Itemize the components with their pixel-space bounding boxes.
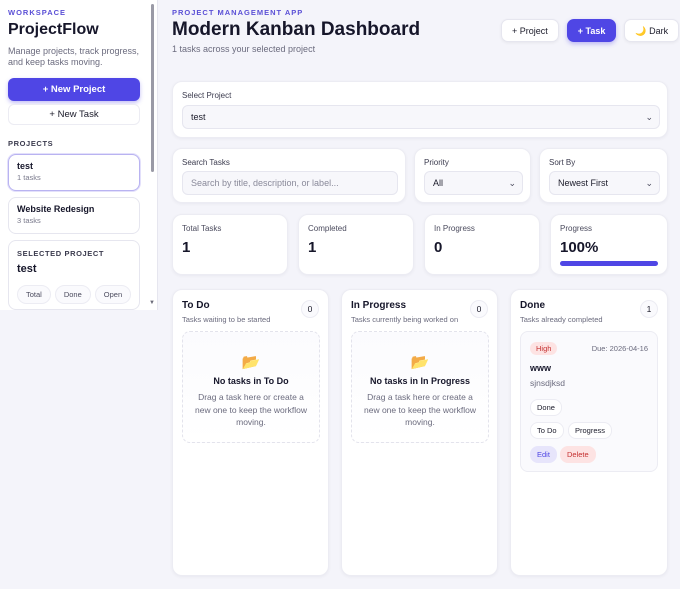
chevron-down-icon: ⌄ <box>645 112 653 122</box>
add-project-button[interactable]: + Project <box>501 19 559 42</box>
search-label: Search Tasks <box>182 158 230 167</box>
priority-select-value: All <box>433 178 444 188</box>
chevron-down-icon: ⌄ <box>508 178 516 188</box>
stat-progress-label: Progress <box>560 224 593 233</box>
projects-heading: PROJECTS <box>8 139 54 148</box>
folder-icon: 📂 <box>241 354 261 371</box>
project-name: Website Redesign <box>17 204 95 214</box>
empty-dropzone[interactable]: 📂 No tasks in In Progress Drag a task he… <box>351 331 489 443</box>
column-in-progress: In Progress Tasks currently being worked… <box>341 289 498 576</box>
sidebar-scrollbar[interactable]: ▼ <box>149 2 155 306</box>
add-task-button[interactable]: + Task <box>566 19 617 42</box>
selected-project-name: test <box>17 263 37 275</box>
selected-project-card: SELECTED PROJECT test Total Done Open <box>8 240 140 310</box>
project-select-value: test <box>191 112 206 122</box>
search-input[interactable]: Search by title, description, or label..… <box>182 171 398 195</box>
priority-card: Priority All ⌄ <box>414 148 531 203</box>
empty-text: Drag a task here or create a new one to … <box>195 392 307 427</box>
header-actions: + Project + Task 🌙 Dark <box>501 19 680 42</box>
empty-text: Drag a task here or create a new one to … <box>364 392 476 427</box>
task-description: sjnsdjksd <box>530 378 565 388</box>
column-title: In Progress <box>351 300 407 311</box>
scrollbar-thumb[interactable] <box>151 4 154 172</box>
sort-card: Sort By Newest First ⌄ <box>539 148 668 203</box>
folder-icon: 📂 <box>410 354 430 371</box>
task-card[interactable]: High Due: 2026-04-16 www sjnsdjksd Done … <box>520 331 658 472</box>
move-to-todo-button[interactable]: To Do <box>530 422 564 439</box>
empty-dropzone[interactable]: 📂 No tasks in To Do Drag a task here or … <box>182 331 320 443</box>
project-item-website-redesign[interactable]: Website Redesign 3 tasks <box>8 197 140 234</box>
select-project-label: Select Project <box>182 91 232 100</box>
column-done: Done Tasks already completed 1 High Due:… <box>510 289 668 576</box>
stat-pill-open: Open <box>94 285 132 304</box>
stat-pill-done: Done <box>54 285 91 304</box>
column-count-badge: 0 <box>470 300 488 318</box>
search-card: Search Tasks Search by title, descriptio… <box>172 148 406 203</box>
sort-label: Sort By <box>549 158 576 167</box>
page-subtitle: 1 tasks across your selected project <box>172 44 316 54</box>
new-project-button[interactable]: + New Project <box>8 78 140 101</box>
edit-task-button[interactable]: Edit <box>530 446 557 463</box>
selected-project-label: SELECTED PROJECT <box>17 249 105 258</box>
workspace-eyebrow: WORKSPACE <box>8 8 67 17</box>
sort-select-value: Newest First <box>558 178 609 188</box>
sort-select[interactable]: Newest First ⌄ <box>549 171 660 195</box>
stat-in-progress-card: In Progress 0 <box>424 214 540 275</box>
page-title: Modern Kanban Dashboard <box>172 19 421 40</box>
stat-total-value: 1 <box>182 239 191 256</box>
project-item-test[interactable]: test 1 tasks <box>8 154 140 191</box>
column-count-badge: 1 <box>640 300 658 318</box>
stat-pill-total: Total <box>17 285 51 304</box>
column-subtitle: Tasks already completed <box>520 315 603 324</box>
project-select[interactable]: test ⌄ <box>182 105 660 129</box>
chevron-down-icon: ⌄ <box>645 178 653 188</box>
stat-progress-card: Progress 100% <box>550 214 668 275</box>
stat-completed-value: 1 <box>308 239 317 256</box>
project-task-count: 3 tasks <box>17 216 41 225</box>
dark-mode-toggle[interactable]: 🌙 Dark <box>624 19 680 42</box>
stat-progress-value: 100% <box>560 239 599 256</box>
stat-total-label: Total Tasks <box>182 224 222 233</box>
priority-select[interactable]: All ⌄ <box>424 171 523 195</box>
stat-in-progress-value: 0 <box>434 239 443 256</box>
empty-title: No tasks in To Do <box>213 376 289 386</box>
column-subtitle: Tasks waiting to be started <box>182 315 271 324</box>
new-task-button[interactable]: + New Task <box>8 104 140 125</box>
app-description: Manage projects, track progress, and kee… <box>8 46 140 67</box>
status-badge: Done <box>530 399 562 416</box>
project-select-card: Select Project test ⌄ <box>172 81 668 138</box>
project-name: test <box>17 161 34 171</box>
delete-task-button[interactable]: Delete <box>560 446 596 463</box>
empty-title: No tasks in In Progress <box>369 376 471 386</box>
stat-completed-card: Completed 1 <box>298 214 414 275</box>
column-title: Done <box>520 300 545 311</box>
progress-bar-fill <box>560 261 658 266</box>
stat-total-card: Total Tasks 1 <box>172 214 288 275</box>
column-title: To Do <box>182 300 210 311</box>
app-eyebrow: PROJECT MANAGEMENT APP <box>172 8 304 17</box>
column-subtitle: Tasks currently being worked on <box>351 315 459 324</box>
sidebar: WORKSPACE ProjectFlow Manage projects, t… <box>0 0 158 310</box>
progress-bar <box>560 261 658 266</box>
scroll-down-arrow-icon[interactable]: ▼ <box>149 300 155 306</box>
app-title: ProjectFlow <box>8 21 99 38</box>
column-todo: To Do Tasks waiting to be started 0 📂 No… <box>172 289 329 576</box>
stat-in-progress-label: In Progress <box>434 224 475 233</box>
priority-badge: High <box>530 342 558 355</box>
column-count-badge: 0 <box>301 300 319 318</box>
due-date: Due: 2026-04-16 <box>591 344 648 353</box>
priority-label: Priority <box>424 158 449 167</box>
stat-completed-label: Completed <box>308 224 347 233</box>
project-task-count: 1 tasks <box>17 173 41 182</box>
task-title: www <box>530 363 552 373</box>
move-to-progress-button[interactable]: Progress <box>568 422 613 439</box>
